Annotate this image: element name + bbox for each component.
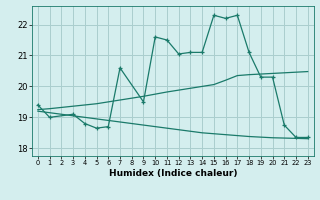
X-axis label: Humidex (Indice chaleur): Humidex (Indice chaleur) [108,169,237,178]
